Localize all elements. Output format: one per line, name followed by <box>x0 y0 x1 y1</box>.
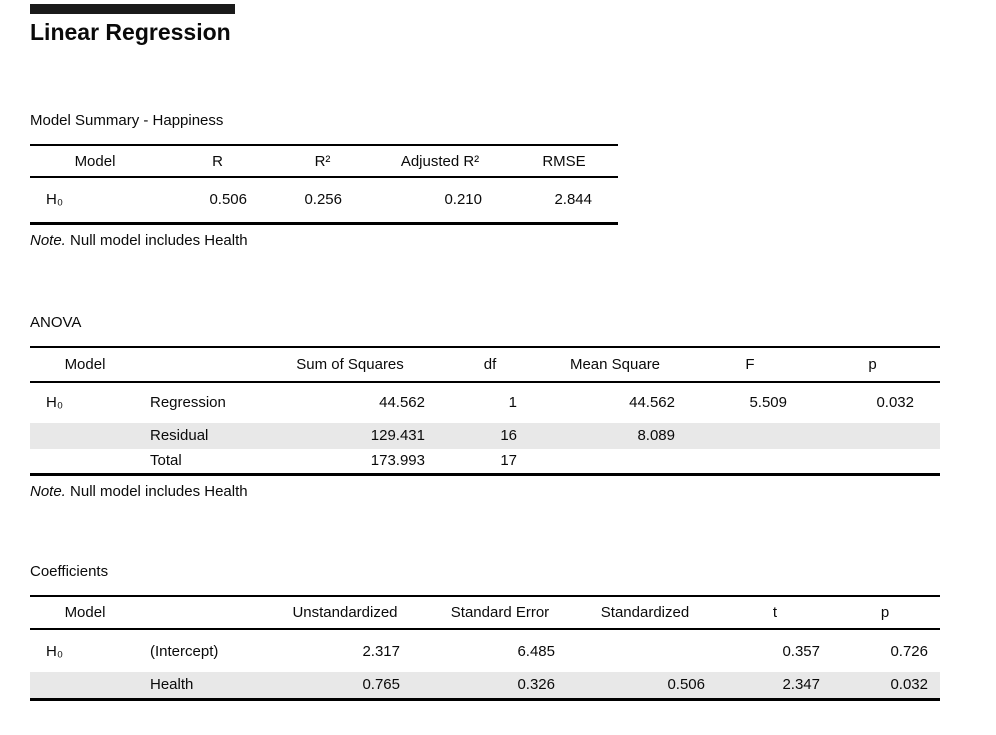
column-header-standardized: Standardized <box>600 604 690 621</box>
column-header-model: Model <box>64 604 106 621</box>
column-header-df: df <box>483 355 497 373</box>
table-cell: 1 <box>508 394 517 411</box>
table-cell: 0.326 <box>517 676 555 694</box>
table-cell <box>570 629 720 672</box>
table-cell <box>30 672 140 699</box>
note-prefix: Note. <box>30 483 66 500</box>
table-cell: 44.562 <box>629 394 675 411</box>
anova-table[interactable]: Model Sum of Squares df Mean Square F p … <box>30 345 940 476</box>
model-summary-caption: Model Summary - Happiness <box>30 112 224 129</box>
column-header-mean-square: Mean Square <box>569 355 661 373</box>
table-row-residual: Residual 129.431 16 8.089 <box>30 422 940 449</box>
note-text: Null model includes Health <box>70 483 248 500</box>
table-cell: (Intercept) <box>150 642 219 660</box>
table-cell: Total <box>150 452 182 470</box>
redacted-header-bar <box>30 4 235 14</box>
table-cell: 2.844 <box>554 191 592 209</box>
table-cell: 44.562 <box>379 394 425 411</box>
table-cell <box>805 423 940 449</box>
table-row: H₀ 0.506 0.256 0.210 2.844 <box>30 177 618 223</box>
table-cell: 0.765 <box>362 676 400 694</box>
table-cell: 2.347 <box>782 676 820 694</box>
table-note: Note. Null model includes Health <box>30 231 996 251</box>
table-cell: 173.993 <box>370 452 425 470</box>
column-header-blank <box>140 347 255 382</box>
anova-section: ANOVA Model Sum of Squares df Mean Squar… <box>30 313 996 503</box>
column-header-t: t <box>772 604 778 621</box>
table-cell: H₀ <box>46 642 64 660</box>
column-header-r: R <box>212 152 223 170</box>
table-cell: 0.032 <box>890 676 928 694</box>
column-header-p: p <box>880 604 890 621</box>
table-cell <box>805 449 940 475</box>
model-summary-section: Model Summary - Happiness Model R R² Adj… <box>30 111 996 251</box>
column-header-r2: R² <box>314 152 331 170</box>
column-header-adjusted-r2: Adjusted R² <box>400 152 480 170</box>
column-header-blank <box>140 596 260 629</box>
note-text: Null model includes Health <box>70 231 248 249</box>
coefficients-caption: Coefficients <box>30 563 109 580</box>
header-row: Model R R² Adjusted R² RMSE <box>30 145 618 177</box>
table-cell: 16 <box>500 427 517 444</box>
table-cell: 0.357 <box>782 642 820 660</box>
table-cell <box>695 449 805 475</box>
table-cell: 0.032 <box>876 394 914 411</box>
table-cell: 129.431 <box>370 427 425 444</box>
table-cell: H₀ <box>46 394 64 411</box>
column-header-f: F <box>745 355 755 373</box>
anova-caption: ANOVA <box>30 313 82 331</box>
coefficients-table[interactable]: Model Unstandardized Standard Error Stan… <box>30 595 940 701</box>
table-row-total: Total 173.993 17 <box>30 449 940 475</box>
column-header-standard-error: Standard Error <box>450 604 550 621</box>
model-summary-table[interactable]: Model R R² Adjusted R² RMSE H₀ 0.506 0.2… <box>30 144 618 225</box>
column-header-sum-of-squares: Sum of Squares <box>296 355 404 373</box>
header-row: Model Unstandardized Standard Error Stan… <box>30 596 940 629</box>
column-header-model: Model <box>64 355 106 373</box>
table-row-regression: H₀ Regression 44.562 1 44.562 5.509 0.03… <box>30 382 940 423</box>
table-row-intercept: H₀ (Intercept) 2.317 6.485 0.357 0.726 <box>30 629 940 672</box>
column-header-p: p <box>868 355 877 373</box>
column-header-rmse: RMSE <box>542 152 586 170</box>
table-cell: 0.210 <box>444 191 482 209</box>
table-cell: Residual <box>150 427 209 444</box>
table-cell: 0.726 <box>890 642 928 660</box>
page-title[interactable]: Linear Regression <box>30 19 231 45</box>
table-cell: 0.506 <box>667 676 705 694</box>
table-cell: 2.317 <box>362 642 400 660</box>
table-cell: 0.256 <box>304 191 342 209</box>
column-header-unstandardized: Unstandardized <box>292 604 398 621</box>
table-cell <box>30 423 140 449</box>
table-cell <box>30 449 140 475</box>
table-cell: H₀ <box>46 191 64 209</box>
coefficients-section: Coefficients Model Unstandardized Standa… <box>30 562 996 701</box>
table-cell: 5.509 <box>749 394 787 411</box>
table-cell <box>695 423 805 449</box>
table-cell: Regression <box>150 394 226 411</box>
table-cell: 0.506 <box>209 191 247 209</box>
table-cell <box>535 449 695 475</box>
table-cell: Health <box>150 676 194 694</box>
table-cell: 17 <box>500 452 517 470</box>
table-row-health: Health 0.765 0.326 0.506 2.347 0.032 <box>30 672 940 699</box>
note-prefix: Note. <box>30 231 66 249</box>
table-note: Note. Null model includes Health <box>30 482 996 502</box>
column-header-model: Model <box>74 152 116 170</box>
header-row: Model Sum of Squares df Mean Square F p <box>30 347 940 382</box>
table-cell: 8.089 <box>637 427 675 444</box>
table-cell: 6.485 <box>517 642 555 660</box>
